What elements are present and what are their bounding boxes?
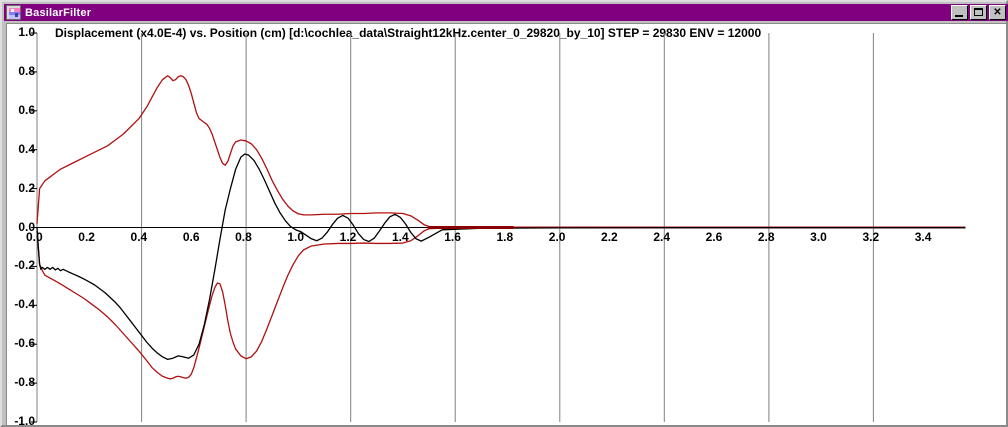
x-tick-label: 2.8 — [757, 229, 775, 244]
y-tick-label: 0.6 — [18, 102, 35, 117]
x-tick-label: 3.2 — [862, 229, 880, 244]
x-tick-label: 1.0 — [287, 229, 305, 244]
series-envelope-upper — [36, 75, 966, 228]
y-tick-label: 0.4 — [18, 141, 35, 156]
y-tick-label: -0.4 — [14, 297, 35, 312]
x-tick-label: 2.0 — [548, 229, 566, 244]
minimize-button[interactable] — [951, 5, 968, 20]
x-tick-label: 0.0 — [26, 229, 43, 244]
maximize-button[interactable] — [970, 5, 987, 20]
y-tick-label: -0.6 — [14, 336, 35, 351]
x-tick-label: 3.0 — [810, 229, 827, 244]
chart-title: Displacement (x4.0E-4) vs. Position (cm)… — [55, 26, 762, 40]
close-icon: ✕ — [993, 7, 1002, 18]
y-tick-label: -0.2 — [14, 258, 35, 273]
window-title: BasilarFilter — [25, 6, 92, 19]
plot-client-area[interactable]: Displacement (x4.0E-4) vs. Position (cm)… — [6, 23, 1006, 425]
app-icon — [6, 5, 21, 20]
x-tick-label: 1.2 — [339, 229, 357, 244]
title-bar[interactable]: BasilarFilter ✕ — [4, 4, 1008, 21]
x-tick-label: 0.6 — [182, 229, 200, 244]
x-tick-label: 1.4 — [391, 229, 409, 244]
close-button[interactable]: ✕ — [989, 5, 1006, 20]
displacement-plot — [31, 32, 966, 423]
series-envelope-lower — [36, 227, 966, 380]
x-tick-label: 0.4 — [130, 229, 148, 244]
y-tick-label: 0.0 — [18, 219, 35, 234]
x-tick-label: 2.6 — [705, 229, 723, 244]
x-tick-label: 3.4 — [914, 229, 932, 244]
y-tick-label: 1.0 — [18, 25, 35, 39]
x-tick-label: 0.2 — [78, 229, 95, 244]
x-tick-label: 1.6 — [444, 229, 461, 244]
minimize-icon — [955, 15, 963, 17]
x-tick-label: 2.4 — [653, 229, 671, 244]
maximize-icon — [974, 8, 983, 16]
y-tick-label: 0.2 — [18, 180, 35, 195]
window-controls: ✕ — [951, 5, 1006, 20]
series-waveform — [36, 153, 966, 361]
x-tick-label: 2.2 — [601, 229, 618, 244]
y-tick-label: 0.8 — [18, 63, 35, 78]
y-tick-label: -0.8 — [14, 375, 35, 390]
x-tick-label: 0.8 — [235, 229, 252, 244]
x-tick-label: 1.8 — [496, 229, 514, 244]
y-tick-label: -1.0 — [14, 414, 35, 425]
